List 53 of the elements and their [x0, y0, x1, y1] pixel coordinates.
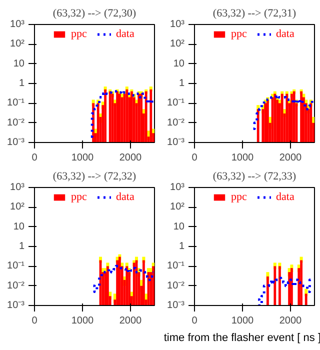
legend-label: ppc [71, 28, 88, 40]
legend-label: ppc [71, 191, 88, 203]
y-tick-label: 10² [10, 38, 26, 50]
x-tick-label: 1000 [71, 316, 94, 326]
y-tick-label: 1 [18, 241, 25, 252]
y-tick-label: 1 [178, 241, 185, 252]
y-tick-label: 10² [10, 202, 26, 213]
x-tick-label: 2000 [279, 152, 302, 164]
y-tick-label: 10⁻¹ [167, 98, 186, 109]
y-tick-label: 1 [18, 78, 25, 89]
legend-label: data [116, 28, 136, 40]
y-tick-label: 10⁻¹ [7, 98, 26, 109]
y-tick-label: 10 [13, 58, 25, 70]
y-tick-label: 10³ [10, 19, 26, 30]
x-tick-label: 0 [192, 316, 198, 326]
y-tick-label: 10 [173, 58, 185, 70]
chart-title: (63,32) --> (72,33) [212, 170, 296, 182]
y-tick-label: 10⁻³ [167, 300, 186, 311]
y-tick-label: 10⁻² [167, 280, 186, 292]
y-tick-label: 10 [173, 221, 185, 232]
y-tick-label: 10⁻³ [167, 137, 186, 148]
x-axis-title: time from the flasher event [ ns ] [164, 331, 320, 346]
y-tick-label: 10 [13, 221, 25, 232]
y-tick-label: 10⁻² [7, 280, 26, 292]
x-tick-label: 1000 [231, 316, 254, 326]
y-tick-label: 10⁻² [7, 117, 26, 128]
y-tick-label: 10⁻³ [7, 137, 26, 148]
y-tick-label: 10⁻³ [7, 300, 26, 311]
x-tick-label: 2000 [279, 316, 302, 326]
y-tick-label: 10³ [170, 19, 186, 30]
x-tick-label: 0 [32, 316, 38, 326]
x-tick-label: 0 [32, 152, 38, 164]
y-tick-label: 10⁻¹ [167, 260, 186, 272]
x-tick-label: 1000 [71, 152, 94, 164]
y-tick-label: 1 [178, 78, 185, 89]
y-tick-label: 10⁻¹ [7, 260, 26, 272]
legend-label: data [276, 28, 296, 40]
y-tick-label: 10³ [170, 182, 186, 193]
chart-title: (63,32) --> (72,30) [52, 8, 136, 20]
chart-title: (63,32) --> (72,32) [52, 170, 136, 182]
legend-label: data [276, 191, 296, 203]
x-tick-label: 2000 [119, 152, 142, 164]
legend-label: ppc [231, 28, 248, 40]
legend-label: ppc [231, 191, 248, 203]
y-tick-label: 10² [170, 38, 186, 50]
y-tick-label: 10² [170, 202, 186, 213]
chart-title: (63,32) --> (72,31) [212, 8, 296, 20]
y-tick-label: 10⁻² [167, 117, 186, 128]
x-tick-label: 0 [192, 152, 198, 164]
legend-label: data [116, 191, 136, 203]
y-tick-label: 10³ [10, 182, 26, 193]
x-tick-label: 1000 [231, 152, 254, 164]
x-tick-label: 2000 [119, 316, 142, 326]
